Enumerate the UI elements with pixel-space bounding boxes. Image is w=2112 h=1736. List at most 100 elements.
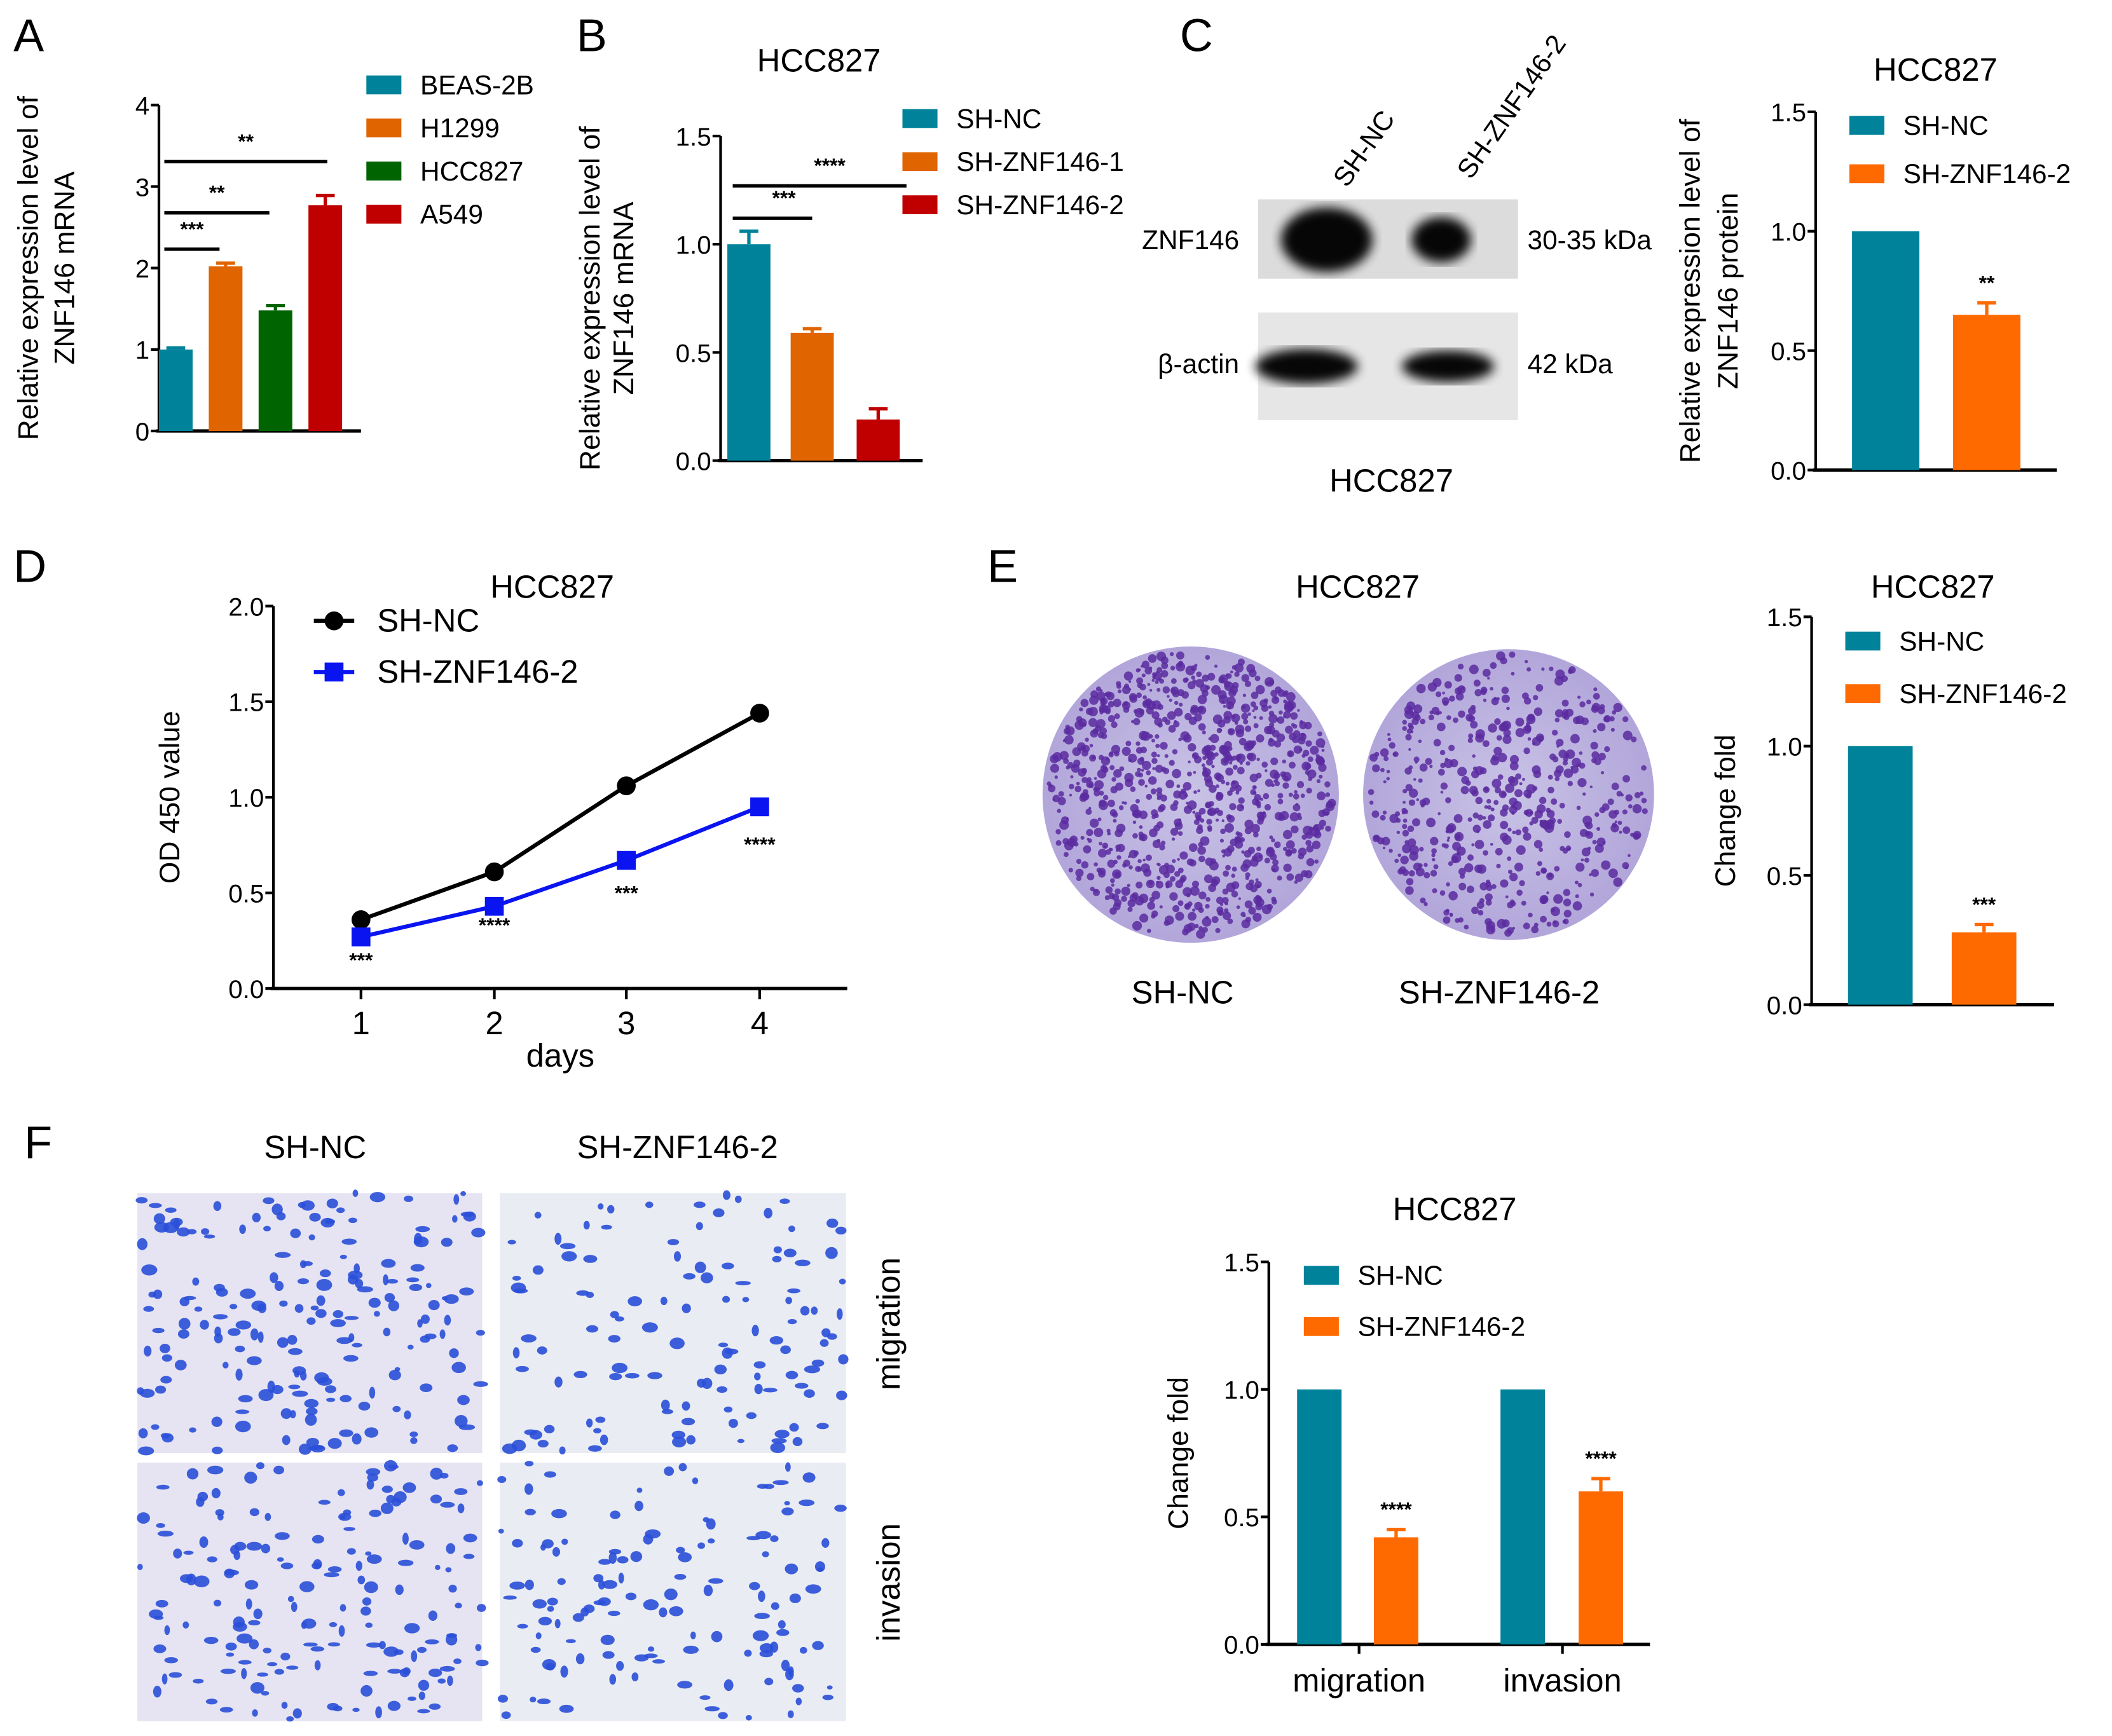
colony (1279, 710, 1283, 715)
colony (1242, 859, 1252, 868)
colony (1614, 809, 1619, 815)
colony (1306, 788, 1312, 794)
cell (367, 1473, 378, 1482)
cell (664, 1588, 678, 1601)
colony (1446, 715, 1451, 720)
colony (1515, 717, 1525, 727)
cell (559, 1243, 576, 1250)
colony (1485, 918, 1492, 926)
cell (363, 1671, 378, 1676)
colony (1455, 687, 1462, 695)
colony (1081, 777, 1088, 784)
cell (368, 1297, 381, 1308)
cell (251, 1301, 266, 1311)
colony (1238, 897, 1242, 900)
colony (1050, 763, 1059, 773)
colony (1247, 712, 1251, 716)
cell (287, 1334, 298, 1345)
cell (588, 1445, 602, 1452)
cell (212, 1446, 223, 1454)
cell (380, 1502, 394, 1514)
colony (1307, 756, 1313, 762)
colony (1138, 779, 1145, 786)
colony (1415, 761, 1418, 764)
colony (1582, 792, 1586, 796)
colony (1505, 895, 1509, 899)
colony (1139, 833, 1148, 842)
cell (804, 1365, 821, 1374)
colony (1528, 912, 1533, 918)
colony (1160, 795, 1167, 802)
colony (1536, 804, 1546, 814)
colony (1158, 865, 1169, 875)
colony (1146, 879, 1155, 889)
colony (1433, 864, 1439, 870)
cell (575, 1653, 585, 1665)
colony (1070, 775, 1074, 779)
colony (1230, 786, 1235, 792)
colony (1235, 724, 1245, 734)
colony (1514, 789, 1523, 798)
colony (1603, 716, 1610, 723)
colony (1284, 702, 1294, 713)
colony (1274, 781, 1280, 786)
colony (1405, 734, 1412, 741)
cell (244, 1472, 257, 1484)
colony (1255, 685, 1265, 695)
colony (1271, 865, 1279, 873)
colony (1216, 793, 1223, 801)
cell (459, 1287, 474, 1295)
colony (1306, 858, 1315, 866)
colony (1465, 780, 1471, 786)
cell (408, 1696, 416, 1701)
cell (306, 1317, 316, 1325)
cell (261, 1543, 271, 1554)
colony (1561, 712, 1568, 719)
colony (1223, 705, 1226, 708)
colony (1445, 797, 1451, 803)
colony (1562, 848, 1568, 854)
colony (1516, 889, 1523, 896)
cell (447, 1675, 453, 1686)
cell (249, 1508, 259, 1517)
colony (1321, 749, 1325, 752)
cell (160, 1376, 172, 1384)
colony (1397, 853, 1402, 858)
legend-label: SH-ZNF146-2 (1899, 679, 2067, 709)
colony (1124, 772, 1134, 783)
colony (1523, 832, 1532, 841)
colony (1454, 674, 1462, 682)
colony (1157, 805, 1165, 812)
colony (1217, 910, 1223, 915)
colony (1177, 900, 1184, 906)
x-tick-label: 1 (352, 1005, 370, 1041)
colony (1613, 702, 1622, 713)
cell (703, 1517, 710, 1522)
colony (1182, 928, 1189, 936)
cell (746, 1412, 757, 1419)
colony (1430, 837, 1439, 845)
colony (1089, 818, 1099, 828)
transwell-image (500, 1190, 849, 1455)
colony (1408, 870, 1415, 877)
colony (1291, 723, 1295, 727)
cell (143, 1306, 154, 1312)
colony (1418, 739, 1422, 744)
legend-label: SH-ZNF146-2 (377, 653, 578, 690)
colony (1214, 664, 1218, 668)
colony (1402, 818, 1408, 823)
colony (1055, 829, 1061, 835)
colony (1123, 671, 1134, 681)
colony (1094, 828, 1104, 837)
colony (1612, 710, 1617, 715)
colony (1261, 904, 1272, 915)
colony (1170, 666, 1176, 671)
cell (678, 1463, 687, 1472)
colony (1427, 682, 1437, 692)
colony (1509, 805, 1518, 814)
cell (415, 1226, 430, 1233)
colony (1247, 753, 1256, 762)
colony (1090, 886, 1095, 892)
colony (1408, 748, 1411, 751)
colony (1099, 790, 1104, 796)
